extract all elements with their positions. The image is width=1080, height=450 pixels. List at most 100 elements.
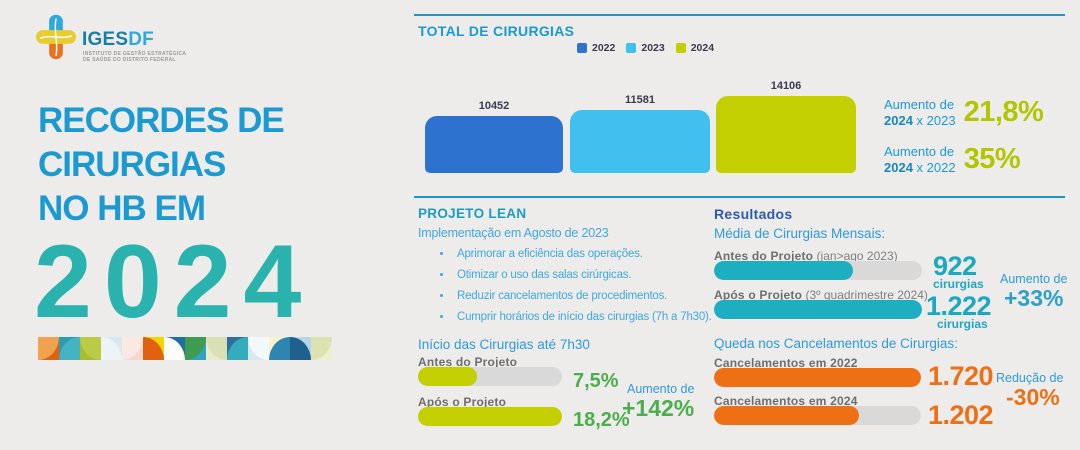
cancelamentos-title: Queda nos Cancelamentos de Cirurgias: bbox=[714, 336, 958, 351]
decor-tile bbox=[311, 337, 332, 360]
inicio-row1-value: 7,5% bbox=[573, 370, 619, 392]
page-title-year: 2024 bbox=[34, 224, 314, 340]
media-row2-value: 1.222 bbox=[926, 291, 992, 321]
increase-2024x2022: Aumento de 2024 x 2022 35% bbox=[884, 143, 1021, 176]
bar-2023-rect bbox=[570, 110, 710, 173]
cancel-row2-value: 1.202 bbox=[928, 400, 994, 430]
legend-label-2024: 2024 bbox=[690, 42, 715, 54]
decor-tile bbox=[38, 337, 59, 360]
cancel-row1-bar-fill bbox=[714, 368, 921, 387]
decor-tile bbox=[185, 337, 206, 360]
decor-tile bbox=[269, 337, 290, 360]
media-row1-label: Antes do Projeto (jan>ago 2023) bbox=[714, 247, 898, 265]
bar-2024: 14106 bbox=[716, 80, 856, 173]
bar-2022-value: 10452 bbox=[478, 100, 510, 112]
increase-2024x2023-value: 21,8% bbox=[963, 96, 1044, 128]
media-row2-label: Após o Projeto (3º quadrimestre 2024) bbox=[714, 286, 928, 304]
media-delta: Aumento de +33% bbox=[1000, 272, 1067, 310]
media-row2-bar bbox=[714, 300, 922, 319]
cancel-row1-bar bbox=[714, 368, 921, 387]
lean-bullet-2: Otimizar o uso das salas cirúrgicas. bbox=[453, 265, 712, 286]
media-row1-bar bbox=[714, 261, 922, 280]
media-row1-unit: cirurgias bbox=[933, 277, 984, 291]
inicio-row2-bar-fill bbox=[418, 407, 562, 426]
increase-2024x2023-label: Aumento de 2024 x 2023 bbox=[884, 97, 956, 129]
lean-bullet-1: Aprimorar a eficiência das operações. bbox=[453, 244, 712, 265]
decor-tile bbox=[143, 337, 164, 360]
decor-tile bbox=[248, 337, 269, 360]
cancel-row1-label: Cancelamentos em 2022 bbox=[714, 356, 858, 370]
cancel-delta: Redução de -30% bbox=[996, 371, 1063, 409]
media-row1-bar-fill bbox=[714, 261, 854, 280]
inicio-row1-label: Antes do Projeto bbox=[418, 355, 518, 369]
media-row1-note: (jan>ago 2023) bbox=[813, 249, 898, 263]
bar-2024-rect bbox=[716, 96, 856, 173]
igesdf-cross-icon bbox=[36, 14, 76, 60]
logo-wordmark-df: DF bbox=[128, 29, 154, 50]
legend-item-2024: 2024 bbox=[675, 42, 715, 54]
increase-compare-rest: x 2023 bbox=[912, 112, 956, 128]
decor-tile bbox=[206, 337, 227, 360]
cancel-delta-label: Redução de bbox=[996, 371, 1064, 385]
bar-2022-rect bbox=[425, 116, 563, 173]
legend-swatch-2024 bbox=[675, 43, 686, 53]
cancel-row1-value: 1.720 bbox=[928, 361, 994, 391]
logo-tagline-line1: INSTITUTO DE GESTÃO ESTRATÉGICA bbox=[83, 51, 187, 57]
chart-legend: 2022 2023 2024 bbox=[577, 42, 714, 54]
media-delta-label: Aumento de bbox=[1000, 272, 1068, 286]
projeto-lean-bullets: Aprimorar a eficiência das operações. Ot… bbox=[437, 244, 712, 328]
increase-2024x2022-value: 35% bbox=[963, 143, 1021, 175]
media-row2-label-bold: Após o Projeto bbox=[714, 288, 803, 302]
cancel-row2-bar bbox=[714, 406, 921, 425]
logo-wordmark: IGESDF bbox=[82, 29, 154, 51]
page-title-line3: NO HB EM bbox=[38, 189, 206, 228]
total-cirurgias-bar-chart: 10452 11581 14106 bbox=[414, 78, 864, 173]
legend-label-2023: 2023 bbox=[641, 42, 665, 54]
inicio-row2-label: Após o Projeto bbox=[418, 395, 507, 409]
legend-item-2022: 2022 bbox=[577, 42, 615, 54]
legend-swatch-2022 bbox=[577, 43, 587, 53]
bar-2022: 10452 bbox=[425, 100, 563, 173]
projeto-lean-title: PROJETO LEAN bbox=[418, 206, 527, 221]
media-row1-value: 922 bbox=[933, 251, 977, 281]
inicio-delta-value: +142% bbox=[622, 395, 695, 421]
inicio-row1-bar bbox=[418, 367, 562, 386]
media-row2-bar-fill bbox=[714, 300, 922, 319]
bar-2023: 11581 bbox=[570, 94, 710, 173]
media-row1-label-bold: Antes do Projeto bbox=[714, 249, 814, 263]
increase-compare-bold: 2024 bbox=[884, 112, 913, 128]
page-title: RECORDES DE CIRURGIAS NO HB EM bbox=[38, 99, 285, 231]
top-divider bbox=[414, 14, 1065, 16]
decor-tile bbox=[101, 337, 122, 360]
decor-tile bbox=[59, 337, 80, 360]
igesdf-logo: IGESDF INSTITUTO DE GESTÃO ESTRATÉGICA D… bbox=[36, 14, 296, 72]
increase-compare-text: 2024 x 2023 bbox=[884, 113, 956, 129]
logo-wordmark-iges: IGES bbox=[82, 29, 129, 50]
bar-2023-value: 11581 bbox=[625, 94, 655, 106]
legend-swatch-2023 bbox=[626, 43, 637, 53]
total-cirurgias-title: TOTAL DE CIRURGIAS bbox=[418, 23, 575, 39]
inicio-delta-label: Aumento de bbox=[627, 382, 695, 396]
media-row2-unit: cirurgias bbox=[937, 317, 988, 331]
media-mensais-title: Média de Cirurgias Mensais: bbox=[714, 226, 886, 241]
bar-2024-value: 14106 bbox=[770, 80, 802, 92]
inicio-row2-bar bbox=[418, 407, 562, 426]
inicio-row1-bar-fill bbox=[418, 367, 478, 386]
logo-tagline: INSTITUTO DE GESTÃO ESTRATÉGICA DE SAÚDE… bbox=[83, 51, 186, 63]
lean-bullet-4: Cumprir horários de início das cirurgias… bbox=[453, 307, 712, 328]
increase-2024x2022-label: Aumento de 2024 x 2022 bbox=[884, 144, 956, 176]
inicio-cirurgias-title: Início das Cirurgias até 7h30 bbox=[418, 337, 590, 352]
logo-tagline-line2: DE SAÚDE DO DISTRITO FEDERAL bbox=[83, 57, 176, 63]
cancel-row2-bar-fill bbox=[714, 406, 859, 425]
mid-divider bbox=[414, 196, 1065, 198]
increase-2024x2023: Aumento de 2024 x 2023 21,8% bbox=[884, 96, 1044, 129]
projeto-lean-subtitle: Implementação em Agosto de 2023 bbox=[418, 226, 609, 240]
legend-item-2023: 2023 bbox=[626, 42, 665, 54]
lean-bullet-3: Reduzir cancelamentos de procedimentos. bbox=[453, 286, 712, 307]
page-title-line2: CIRURGIAS bbox=[38, 145, 226, 184]
decor-tile bbox=[290, 337, 311, 360]
legend-label-2022: 2022 bbox=[592, 42, 616, 54]
cancel-row2-label: Cancelamentos em 2024 bbox=[714, 394, 858, 408]
increase-compare-bold: 2024 bbox=[884, 159, 913, 175]
